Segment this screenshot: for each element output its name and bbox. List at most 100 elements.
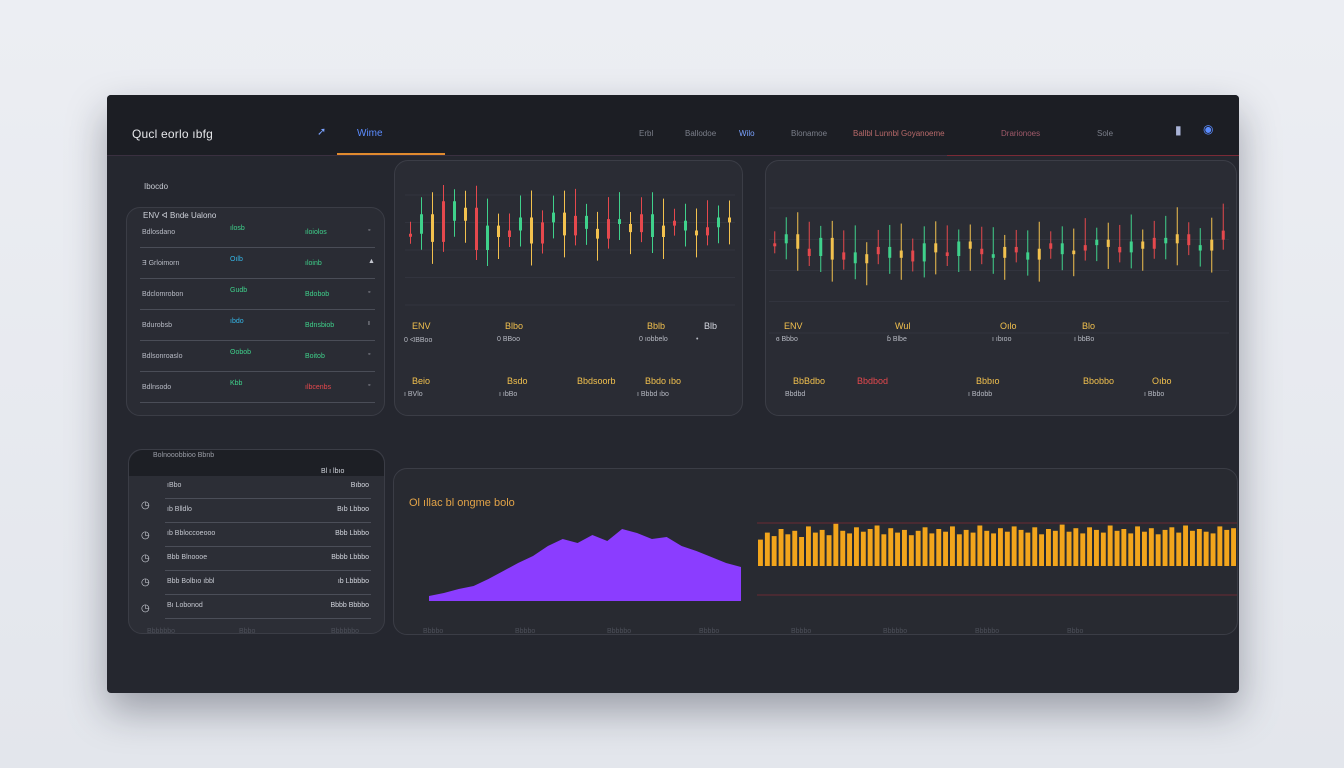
candle-body — [1129, 241, 1133, 253]
clock-icon[interactable]: ◷ — [141, 500, 150, 511]
info-icon[interactable]: ◦ — [368, 289, 371, 296]
volume-bar — [758, 539, 763, 566]
order-price: Bbb Lbbbo — [335, 530, 369, 537]
watchlist-row[interactable]: Bdclomrobon Gudb Bdobob ◦ — [140, 287, 375, 310]
candle-body — [640, 214, 643, 233]
watchlist-row[interactable]: Bdlosdano ılosb ıloiolos ◦ — [140, 225, 375, 248]
nav-link[interactable]: Sole — [1097, 129, 1114, 138]
stat-sub: 0 ıobbelo — [639, 336, 668, 343]
candlestick-chart-right[interactable] — [769, 198, 1229, 343]
area-chart[interactable] — [429, 521, 741, 601]
watchlist-row[interactable]: Bdurobsb ıbdo Bdnsbiob ı — [140, 318, 375, 341]
tab-active[interactable]: Wime — [357, 128, 383, 139]
row-change: Bdobob — [305, 291, 330, 298]
volume-bar — [833, 523, 839, 566]
volume-bar — [840, 530, 846, 566]
stat-label: Oılo — [1000, 321, 1017, 331]
volume-bar — [902, 529, 907, 566]
volume-bar — [812, 532, 818, 566]
watchlist-row[interactable]: Ǝ Grloimorn Oılb ıloinb ▲ — [140, 256, 375, 279]
stat-sub: ı ıbBo — [499, 391, 518, 398]
info-icon[interactable]: ◦ — [368, 351, 371, 358]
volume-bar — [860, 531, 866, 566]
candle-body — [1141, 241, 1145, 249]
volume-bar — [956, 534, 962, 566]
row-change: Bdnsbiob — [305, 322, 335, 329]
candle-body — [1083, 245, 1087, 251]
nav-link[interactable]: Blonamoe — [791, 129, 828, 138]
volume-bar — [1025, 532, 1031, 566]
clock-icon[interactable]: ◷ — [141, 577, 150, 588]
volume-bar — [1073, 528, 1079, 566]
info-icon[interactable]: ı — [368, 320, 370, 327]
info-icon[interactable]: ◦ — [368, 382, 371, 389]
row-name: Bdlsonroaslo — [142, 353, 183, 360]
nav-link[interactable]: Wilo — [739, 129, 755, 138]
info-icon[interactable]: ▲ — [368, 258, 375, 265]
stat-sub: ı Bbbo — [1144, 391, 1165, 398]
nav-link[interactable]: Drarionoes — [1001, 129, 1041, 138]
volume-bar — [1169, 527, 1175, 566]
candle-body — [508, 230, 511, 237]
volume-bar — [867, 529, 873, 566]
order-row[interactable]: Bbb Blnoooe Bbbb Lbbbo — [165, 550, 371, 571]
candle-body — [784, 234, 788, 244]
order-name: ıb Bbloccoeooo — [167, 530, 216, 537]
pin-icon[interactable]: ▮ — [1175, 123, 1182, 137]
candle-body — [431, 214, 434, 242]
row-value: ıbdo — [230, 318, 244, 325]
clock-icon[interactable]: ◷ — [141, 603, 150, 614]
candle-body — [830, 237, 834, 260]
clock-icon[interactable]: ◷ — [141, 553, 150, 564]
volume-bar — [1162, 529, 1168, 566]
section-label: Ibocdo — [144, 182, 169, 191]
volume-bar-chart[interactable] — [757, 521, 1237, 601]
clock-icon[interactable]: ◷ — [141, 530, 150, 541]
stat-label: Blo — [1082, 321, 1096, 331]
candle-body — [980, 248, 984, 255]
order-name: Bbb Blnoooe — [167, 554, 208, 561]
arrow-icon[interactable]: ➚ — [317, 126, 327, 138]
order-row[interactable]: ıBbo Bıboo — [165, 478, 371, 499]
watchlist-row[interactable]: Bdlnsodo Kbb ılbcenbs ◦ — [140, 380, 375, 403]
order-name: Bı Lobonod — [167, 602, 203, 609]
order-row[interactable]: Bbb Bolbıo ıbbl ıb Lbbbbo — [165, 574, 371, 595]
stat-sub: ı Bdobb — [968, 391, 993, 398]
row-value: Oılb — [230, 256, 243, 263]
row-value: Kbb — [230, 380, 243, 387]
stat-label: Blbo — [505, 321, 524, 331]
stat-label: Bblb — [647, 321, 666, 331]
row-name: Bdlosdano — [142, 229, 176, 236]
row-change: ılbcenbs — [305, 384, 332, 391]
volume-bar — [819, 529, 825, 566]
row-name: Bdurobsb — [142, 322, 172, 329]
globe-icon[interactable]: ◉ — [1203, 122, 1214, 136]
row-value: Gudb — [230, 287, 248, 294]
stat-label: ENV — [412, 321, 431, 331]
info-icon[interactable]: ◦ — [368, 227, 371, 234]
candle-body — [911, 250, 915, 262]
nav-link[interactable]: Erbl — [639, 129, 654, 138]
row-value: ʘobob — [230, 349, 252, 356]
volume-bar — [1183, 525, 1188, 566]
candle-body — [596, 228, 599, 239]
axis-label: Bbbbo — [423, 628, 444, 635]
nav-link[interactable]: Ballodoe — [685, 129, 717, 138]
stat-label: Wul — [895, 321, 911, 331]
candle-body — [968, 241, 972, 249]
order-row[interactable]: ıb Bbloccoeooo Bbb Lbbbo — [165, 526, 371, 547]
volume-bar — [1135, 526, 1140, 566]
candlestick-chart-left[interactable] — [405, 185, 735, 315]
volume-bar — [888, 528, 894, 566]
candle-body — [618, 219, 621, 224]
candle-body — [563, 212, 566, 236]
watchlist-card: ENV ᐊ Bnde Ualono — [126, 207, 385, 416]
order-row[interactable]: Bı Lobonod Bbbb Bbbbo — [165, 598, 371, 619]
stat-sub: ı ıbıoo — [992, 336, 1012, 343]
watchlist-row[interactable]: Bdlsonroaslo ʘobob Boitob ◦ — [140, 349, 375, 372]
stat-sub: ı bbBo — [1074, 336, 1095, 343]
order-row[interactable]: ıb Blldlo Bıb Lbboo — [165, 502, 371, 523]
candle-body — [842, 252, 846, 260]
nav-link[interactable]: Ballbl Lunnbl Goyanoeme — [853, 129, 945, 138]
candle-body — [574, 215, 577, 236]
